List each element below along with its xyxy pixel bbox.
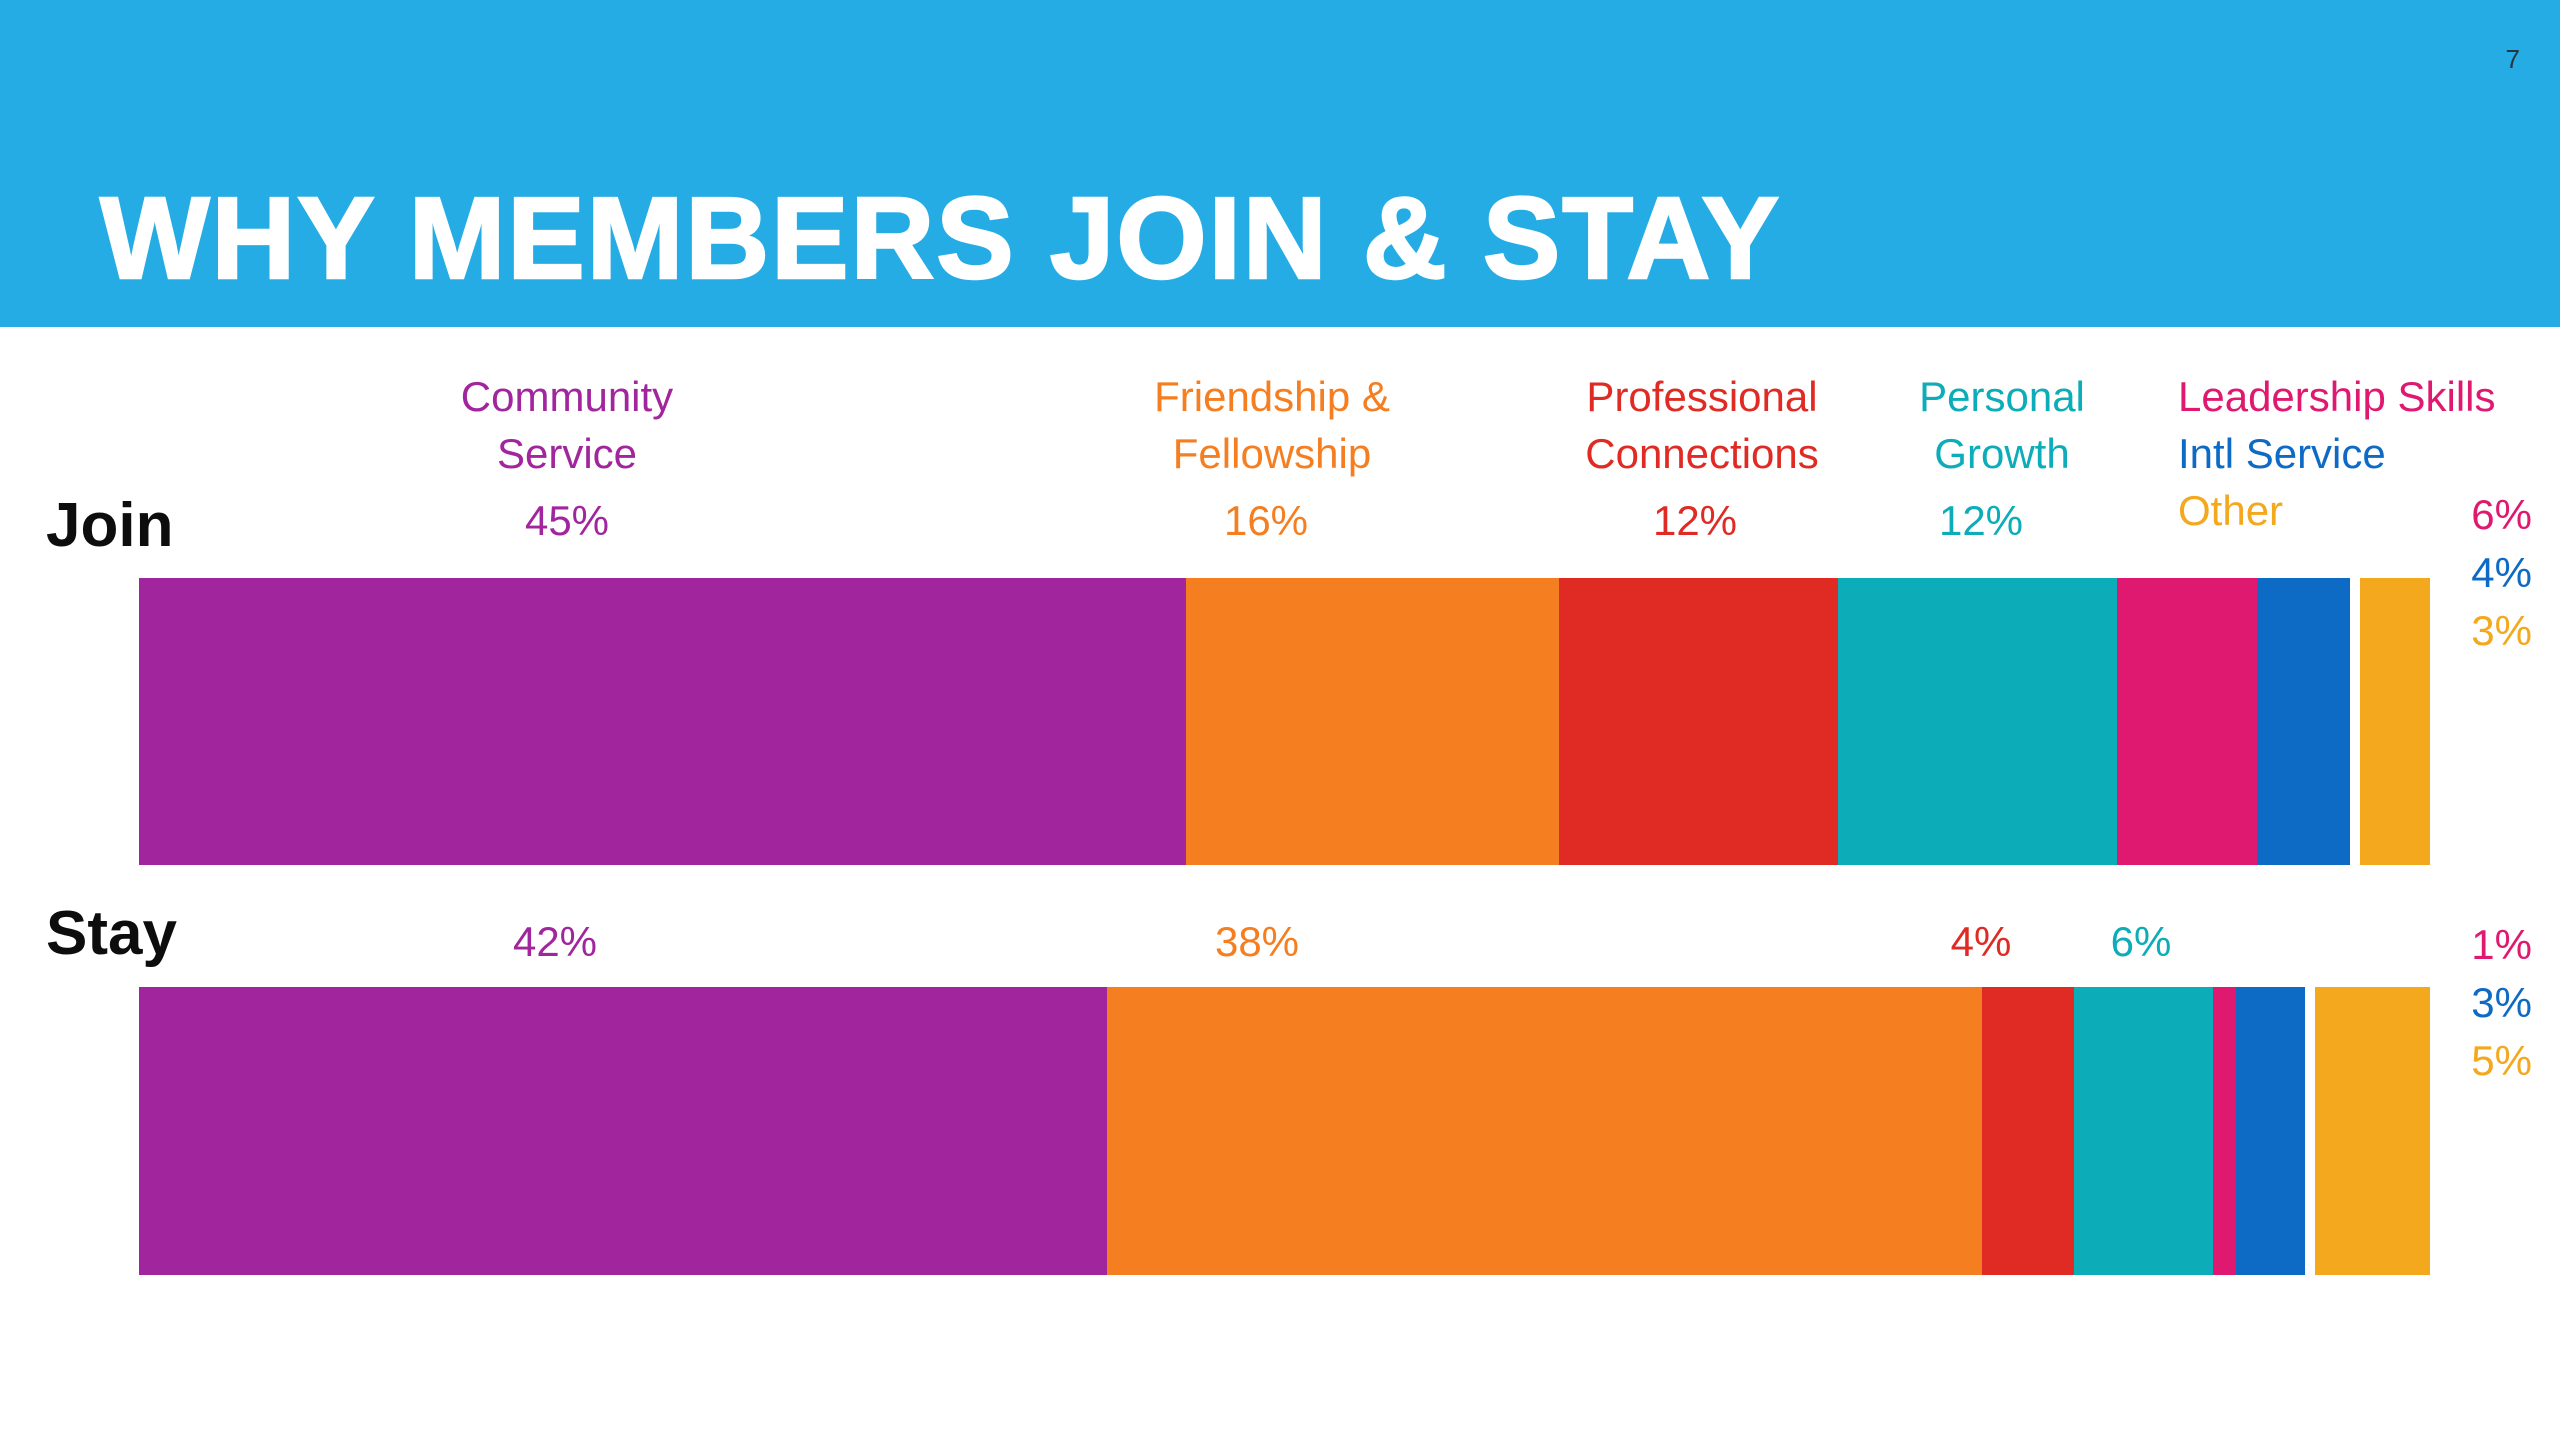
segment-stay-friendship-fellowship [1106, 987, 1983, 1275]
segment-join-friendship-fellowship [1186, 578, 1559, 865]
segment-stay-leadership-skills [2212, 987, 2236, 1275]
pct-join-professional-connections: 12% [1652, 497, 1738, 544]
segment-join-community-service [139, 578, 1187, 865]
page-number: 7 [2505, 44, 2520, 74]
segment-stay-professional-connections [1982, 987, 2075, 1275]
header-band: WHY MEMBERS JOIN & STAY [0, 0, 2560, 327]
bar-stay [139, 987, 2430, 1275]
category-professional-connections: Professional Connections [1585, 368, 1818, 482]
pct-join-other: 3% [2471, 607, 2532, 654]
pct-stay-community-service: 42% [512, 918, 598, 965]
pct-stack-stay: 1% 3% 5% [2471, 916, 2532, 1090]
segment-join-personal-growth [1838, 578, 2118, 865]
category-personal-growth: Personal Growth [1919, 368, 2085, 482]
category-line: Growth [1934, 430, 2070, 477]
category-line: Personal [1919, 373, 2085, 420]
pct-join-community-service: 45% [524, 497, 610, 544]
category-line: Community [460, 373, 674, 420]
slide-title: WHY MEMBERS JOIN & STAY [99, 173, 1781, 303]
pct-stay-personal-growth: 6% [2110, 918, 2172, 965]
pct-stay-professional-connections: 4% [1950, 918, 2012, 965]
segment-stay-other [2314, 987, 2430, 1275]
segment-join-other [2360, 578, 2430, 865]
category-line: Fellowship [1172, 430, 1372, 477]
bar-join [139, 578, 2430, 865]
legend-right: Leadership Skills Intl Service Other [2178, 368, 2496, 539]
category-line: Service [496, 430, 638, 477]
category-leadership-skills: Leadership Skills [2178, 373, 2496, 420]
pct-join-friendship-fellowship: 16% [1223, 497, 1309, 544]
category-friendship-fellowship: Friendship & Fellowship [1154, 368, 1390, 482]
pct-stack-join: 6% 4% 3% [2471, 486, 2532, 660]
pct-stay-other: 5% [2471, 1037, 2532, 1084]
segment-join-leadership-skills [2117, 578, 2258, 865]
segment-join-intl-service [2257, 578, 2351, 865]
category-other: Other [2178, 487, 2284, 534]
pct-stay-friendship-fellowship: 38% [1214, 918, 1300, 965]
row-label-join: Join [46, 491, 174, 560]
pct-join-leadership-skills: 6% [2471, 491, 2532, 538]
segment-join-professional-connections [1558, 578, 1839, 865]
category-line: Professional [1586, 373, 1818, 420]
segment-stay-community-service [139, 987, 1107, 1275]
pct-join-personal-growth: 12% [1938, 497, 2024, 544]
pct-join-intl-service: 4% [2471, 549, 2532, 596]
category-intl-service: Intl Service [2178, 430, 2386, 477]
segment-stay-personal-growth [2074, 987, 2213, 1275]
segment-stay-intl-service [2235, 987, 2305, 1275]
row-label-stay: Stay [46, 899, 177, 968]
category-line: Connections [1585, 430, 1819, 477]
category-community-service: Community Service [461, 368, 673, 482]
category-line: Friendship & [1154, 373, 1390, 420]
pct-stay-intl-service: 3% [2471, 979, 2532, 1026]
pct-stay-leadership-skills: 1% [2471, 921, 2532, 968]
